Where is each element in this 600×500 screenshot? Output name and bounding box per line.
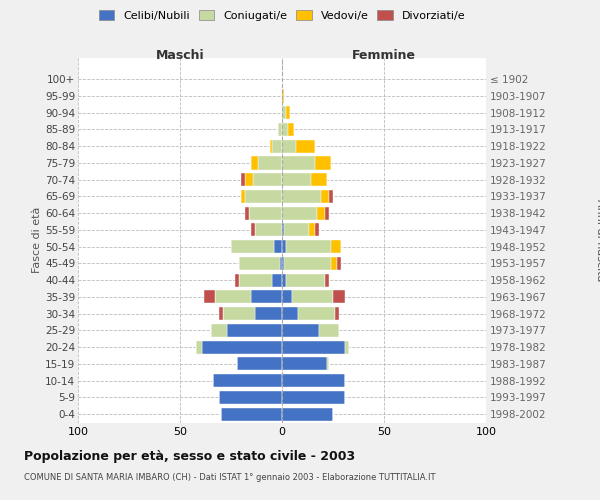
Bar — [296, 140, 314, 153]
Bar — [282, 358, 327, 370]
Bar — [282, 290, 292, 304]
Bar — [282, 408, 333, 420]
Text: Popolazione per età, sesso e stato civile - 2003: Popolazione per età, sesso e stato civil… — [24, 450, 355, 463]
Bar — [282, 173, 311, 186]
Bar — [270, 140, 272, 153]
Bar — [282, 391, 345, 404]
Bar — [235, 274, 239, 286]
Bar — [215, 290, 251, 304]
Legend: Celibi/Nubili, Coniugati/e, Vedovi/e, Divorziati/e: Celibi/Nubili, Coniugati/e, Vedovi/e, Di… — [94, 6, 470, 25]
Bar — [212, 374, 282, 387]
Y-axis label: Anni di nascita: Anni di nascita — [595, 198, 600, 281]
Bar — [311, 173, 327, 186]
Bar — [282, 90, 284, 102]
Bar — [274, 240, 282, 253]
Bar — [251, 156, 257, 170]
Bar — [286, 274, 325, 286]
Bar — [325, 206, 329, 220]
Bar — [282, 224, 284, 236]
Bar — [308, 224, 314, 236]
Bar — [245, 206, 250, 220]
Bar — [245, 173, 253, 186]
Bar — [282, 106, 286, 120]
Bar — [227, 324, 282, 337]
Bar — [241, 190, 245, 203]
Bar — [284, 224, 308, 236]
Bar — [327, 358, 329, 370]
Bar — [319, 324, 339, 337]
Bar — [282, 340, 345, 353]
Bar — [345, 340, 349, 353]
Bar — [329, 190, 333, 203]
Bar — [314, 156, 331, 170]
Text: Maschi: Maschi — [155, 48, 205, 62]
Text: Femmine: Femmine — [352, 48, 416, 62]
Bar — [202, 340, 282, 353]
Bar — [331, 257, 337, 270]
Bar — [282, 274, 286, 286]
Bar — [282, 240, 286, 253]
Bar — [282, 140, 296, 153]
Bar — [282, 156, 314, 170]
Bar — [239, 274, 272, 286]
Bar — [325, 274, 329, 286]
Bar — [221, 408, 282, 420]
Bar — [219, 307, 223, 320]
Bar — [241, 173, 245, 186]
Bar — [337, 257, 341, 270]
Bar — [314, 224, 319, 236]
Bar — [331, 240, 341, 253]
Bar — [237, 358, 282, 370]
Bar — [333, 290, 345, 304]
Bar — [286, 240, 331, 253]
Bar — [211, 324, 227, 337]
Bar — [251, 224, 256, 236]
Y-axis label: Fasce di età: Fasce di età — [32, 207, 42, 273]
Bar — [231, 240, 274, 253]
Bar — [282, 206, 317, 220]
Bar — [282, 374, 345, 387]
Bar — [282, 307, 298, 320]
Bar — [335, 307, 339, 320]
Bar — [298, 307, 335, 320]
Bar — [280, 257, 282, 270]
Bar — [253, 173, 282, 186]
Bar — [321, 190, 329, 203]
Bar — [256, 224, 282, 236]
Bar — [257, 156, 282, 170]
Text: COMUNE DI SANTA MARIA IMBARO (CH) - Dati ISTAT 1° gennaio 2003 - Elaborazione TU: COMUNE DI SANTA MARIA IMBARO (CH) - Dati… — [24, 472, 436, 482]
Bar — [205, 290, 215, 304]
Bar — [245, 190, 282, 203]
Bar — [282, 324, 319, 337]
Bar — [239, 257, 280, 270]
Bar — [272, 140, 282, 153]
Bar — [250, 206, 282, 220]
Bar — [256, 307, 282, 320]
Bar — [284, 257, 331, 270]
Bar — [286, 106, 290, 120]
Bar — [251, 290, 282, 304]
Bar — [317, 206, 325, 220]
Bar — [288, 123, 294, 136]
Bar — [278, 123, 282, 136]
Bar — [282, 190, 321, 203]
Bar — [282, 257, 284, 270]
Bar — [223, 307, 256, 320]
Bar — [282, 123, 288, 136]
Bar — [292, 290, 333, 304]
Bar — [219, 391, 282, 404]
Bar — [196, 340, 202, 353]
Bar — [272, 274, 282, 286]
